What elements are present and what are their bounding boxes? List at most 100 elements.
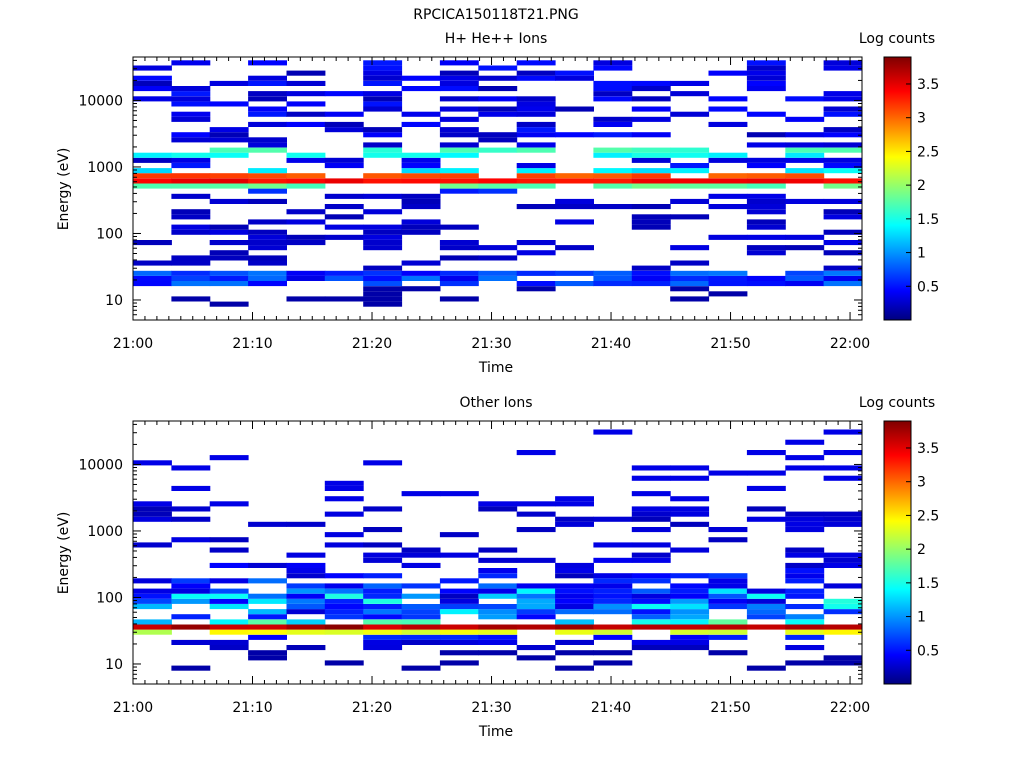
heatmap-cell: [248, 614, 287, 620]
heatmap-cell: [248, 80, 287, 86]
heatmap-cell: [708, 470, 748, 476]
heatmap-cell: [593, 650, 633, 656]
heatmap-cell: [670, 639, 710, 645]
heatmap-cell: [631, 506, 671, 512]
heatmap-cell: [670, 634, 710, 640]
heatmap-cell: [133, 80, 172, 86]
heatmap-cell: [286, 121, 326, 127]
heatmap-cell: [670, 588, 710, 594]
heatmap-cell: [746, 198, 786, 204]
heatmap-cell: [746, 86, 786, 92]
heatmap-cell: [324, 193, 364, 199]
heatmap-cell: [401, 260, 441, 266]
heatmap-cell: [670, 506, 710, 512]
heatmap-cell: [670, 475, 710, 481]
colorbar-tick-label: 2: [917, 178, 926, 194]
heatmap-cell: [593, 604, 633, 610]
heatmap-cell: [823, 609, 863, 615]
heatmap-cell: [248, 173, 287, 179]
heatmap-cell: [324, 532, 364, 538]
heatmap-cell: [670, 286, 710, 292]
heatmap-cell: [746, 142, 786, 148]
heatmap-cell: [708, 629, 748, 635]
heatmap-cell: [401, 270, 441, 276]
heatmap-cell: [133, 624, 172, 630]
heatmap-cell: [363, 275, 403, 281]
heatmap-cell: [746, 60, 786, 66]
heatmap-cell: [133, 75, 172, 81]
heatmap-cell: [555, 496, 594, 502]
heatmap-cell: [286, 183, 326, 189]
heatmap-cell: [363, 460, 403, 466]
heatmap-cell: [746, 209, 786, 215]
heatmap-cell: [785, 573, 825, 579]
heatmap-cell: [555, 639, 594, 645]
heatmap-cell: [670, 245, 710, 251]
heatmap-cell: [286, 157, 326, 163]
heatmap-cell: [555, 198, 594, 204]
heatmap-cell: [401, 619, 441, 625]
heatmap-cell: [363, 147, 403, 153]
heatmap-cell: [439, 275, 479, 281]
heatmap-cell: [286, 588, 326, 594]
heatmap-cell: [785, 578, 825, 584]
panel-1-y-axis: 10 100 1000 10000: [78, 59, 862, 321]
panel-1-plot-frame: [132, 56, 863, 321]
heatmap-cell: [670, 619, 710, 625]
heatmap-cell: [133, 506, 172, 512]
heatmap-cell: [516, 557, 556, 563]
heatmap-cell: [670, 573, 710, 579]
heatmap-cell: [746, 204, 786, 210]
heatmap-cell: [670, 598, 710, 604]
colorbar-tick-label: 3.5: [917, 441, 939, 457]
heatmap-cell: [248, 106, 287, 112]
heatmap-cell: [286, 173, 326, 179]
heatmap-cell: [478, 604, 518, 610]
heatmap-cell: [363, 614, 403, 620]
heatmap-cell: [593, 516, 633, 522]
heatmap-cell: [478, 573, 518, 579]
heatmap-cell: [171, 214, 211, 220]
heatmap-cell: [516, 286, 556, 292]
y-tick-label: 1000: [87, 160, 123, 176]
heatmap-cell: [823, 521, 863, 527]
heatmap-cell: [516, 96, 556, 102]
heatmap-cell: [286, 583, 326, 589]
heatmap-cell: [248, 260, 287, 266]
heatmap-cell: [324, 127, 364, 133]
heatmap-cell: [363, 604, 403, 610]
heatmap-cell: [248, 619, 287, 625]
colorbar-gradient: [883, 56, 912, 321]
heatmap-cell: [439, 650, 479, 656]
heatmap-cell: [478, 270, 518, 276]
heatmap-cell: [785, 629, 825, 635]
heatmap-cell: [516, 106, 556, 112]
heatmap-cell: [439, 183, 479, 189]
heatmap-cell: [785, 527, 825, 533]
heatmap-cell: [516, 593, 556, 599]
heatmap-cell: [670, 645, 710, 651]
heatmap-cell: [133, 152, 172, 158]
heatmap-cell: [670, 111, 710, 117]
heatmap-cell: [670, 91, 710, 97]
heatmap-cell: [478, 547, 518, 553]
heatmap-cell: [401, 157, 441, 163]
panel-1-xlabel: Time: [478, 360, 513, 376]
heatmap-cell: [324, 224, 364, 230]
heatmap-cell: [746, 614, 786, 620]
heatmap-cell: [785, 634, 825, 640]
heatmap-cell: [555, 593, 594, 599]
heatmap-cell: [593, 204, 633, 210]
heatmap-cell: [209, 127, 249, 133]
heatmap-cell: [785, 198, 825, 204]
heatmap-cell: [516, 281, 556, 287]
heatmap-cell: [133, 629, 172, 635]
heatmap-cell: [631, 639, 671, 645]
heatmap-cell: [593, 275, 633, 281]
heatmap-cell: [746, 65, 786, 71]
heatmap-cell: [401, 624, 441, 630]
heatmap-cell: [823, 132, 863, 138]
heatmap-cell: [209, 224, 249, 230]
heatmap-cell: [286, 645, 326, 651]
heatmap-cell: [171, 116, 211, 122]
